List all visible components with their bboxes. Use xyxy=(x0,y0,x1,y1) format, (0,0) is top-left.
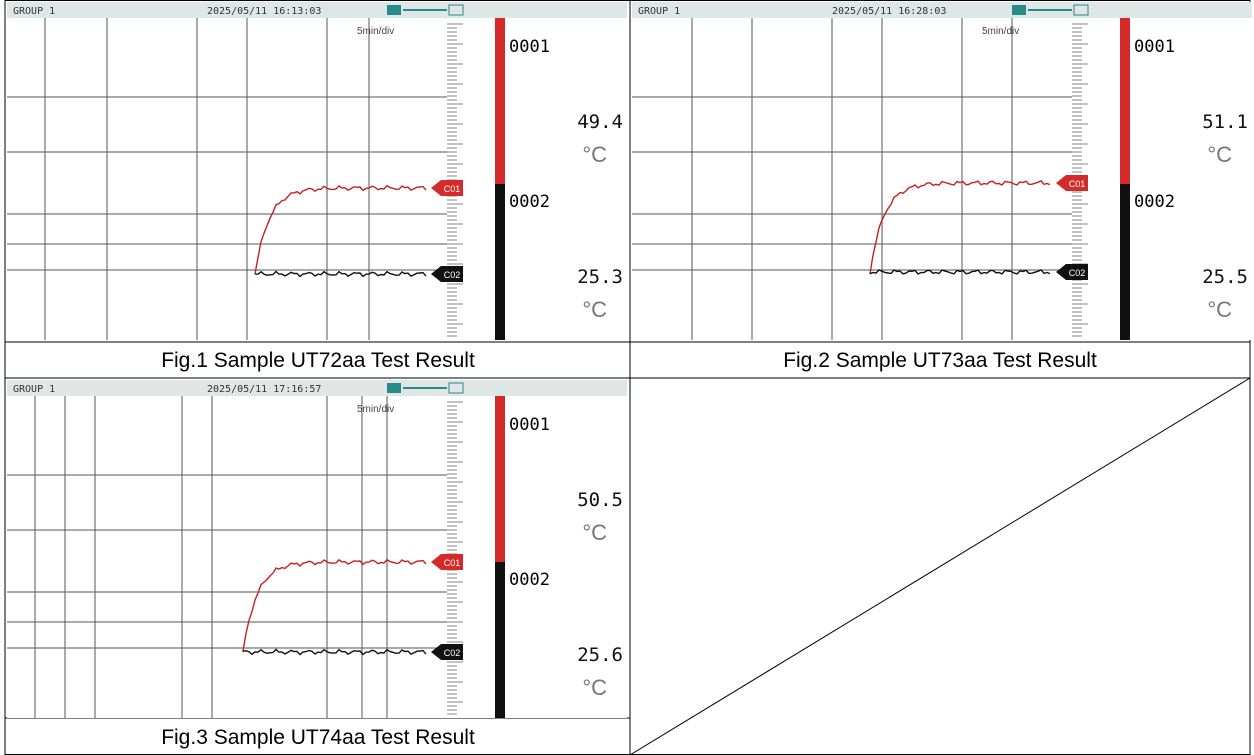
channel-unit: °C xyxy=(1207,142,1232,167)
channel-unit: °C xyxy=(582,297,607,322)
screen xyxy=(7,380,627,718)
channel-id: 0001 xyxy=(509,415,550,435)
channel-tag-label: C01 xyxy=(444,184,461,194)
channel-value: 49.4 xyxy=(577,111,623,133)
div-label: 5min/div xyxy=(357,404,394,415)
status-icon xyxy=(387,383,401,393)
channel-id: 0001 xyxy=(1134,37,1175,57)
recorder-screenshot: GROUP 1 2025/05/11 16:13:03 5min/div C01 C02… xyxy=(7,2,627,340)
channel-tag xyxy=(1056,264,1088,280)
channel-bar xyxy=(1120,184,1130,340)
screen xyxy=(632,2,1252,340)
channel-value: 25.6 xyxy=(577,644,623,666)
caption: Fig.1 Sample UT72aa Test Result xyxy=(161,349,475,372)
channel-bar xyxy=(1120,18,1130,184)
trace xyxy=(242,558,427,652)
group-label: GROUP 1 xyxy=(638,6,680,17)
channel-id: 0002 xyxy=(509,570,550,590)
caption: Fig.3 Sample UT74aa Test Result xyxy=(161,726,475,749)
channel-bar xyxy=(495,184,505,340)
channel-bar xyxy=(495,562,505,718)
channel-bar xyxy=(495,18,505,184)
timestamp: 2025/05/11 16:28:03 xyxy=(832,6,946,17)
channel-tag-label: C02 xyxy=(444,648,461,658)
channel-tag xyxy=(431,554,463,570)
timestamp: 2025/05/11 16:13:03 xyxy=(207,6,321,17)
channel-tag xyxy=(431,644,463,660)
channel-tag xyxy=(431,180,463,196)
status-icon xyxy=(448,382,464,394)
recorder-screenshot: GROUP 1 2025/05/11 16:28:03 5min/div C01 C02… xyxy=(632,2,1252,340)
empty-cell-diagonal xyxy=(629,377,1251,755)
status-icon xyxy=(448,4,464,16)
channel-tag xyxy=(431,266,463,282)
div-label: 5min/div xyxy=(357,26,394,37)
timestamp: 2025/05/11 17:16:57 xyxy=(207,384,321,395)
channel-unit: °C xyxy=(582,520,607,545)
status-icon xyxy=(1012,5,1026,15)
channel-unit: °C xyxy=(582,142,607,167)
channel-unit: °C xyxy=(582,675,607,700)
channel-value: 25.5 xyxy=(1202,266,1248,288)
trace xyxy=(869,269,1051,275)
channel-tag-label: C02 xyxy=(444,270,461,280)
screen xyxy=(7,2,627,340)
group-label: GROUP 1 xyxy=(13,384,55,395)
status-icon xyxy=(1073,4,1089,16)
status-bar xyxy=(7,2,627,18)
channel-id: 0002 xyxy=(1134,192,1175,212)
channel-id: 0002 xyxy=(509,192,550,212)
channel-value: 50.5 xyxy=(577,489,623,511)
channel-value: 25.3 xyxy=(577,266,623,288)
div-label: 5min/div xyxy=(982,26,1019,37)
channel-unit: °C xyxy=(1207,297,1232,322)
channel-tag xyxy=(1056,175,1088,191)
channel-id: 0001 xyxy=(509,37,550,57)
trace xyxy=(242,648,427,656)
group-label: GROUP 1 xyxy=(13,6,55,17)
trace xyxy=(254,270,427,278)
channel-bar xyxy=(495,396,505,562)
caption: Fig.2 Sample UT73aa Test Result xyxy=(783,349,1097,372)
trace xyxy=(869,180,1051,274)
status-icon xyxy=(387,5,401,15)
channel-tag-label: C01 xyxy=(444,558,461,568)
recorder-screenshot: GROUP 1 2025/05/11 17:16:57 5min/div C01 C02… xyxy=(7,380,627,718)
channel-tag-label: C02 xyxy=(1069,268,1086,278)
trace xyxy=(254,184,427,275)
status-bar xyxy=(632,2,1252,18)
status-bar xyxy=(7,380,627,396)
channel-value: 51.1 xyxy=(1202,111,1248,133)
channel-tag-label: C01 xyxy=(1069,179,1086,189)
